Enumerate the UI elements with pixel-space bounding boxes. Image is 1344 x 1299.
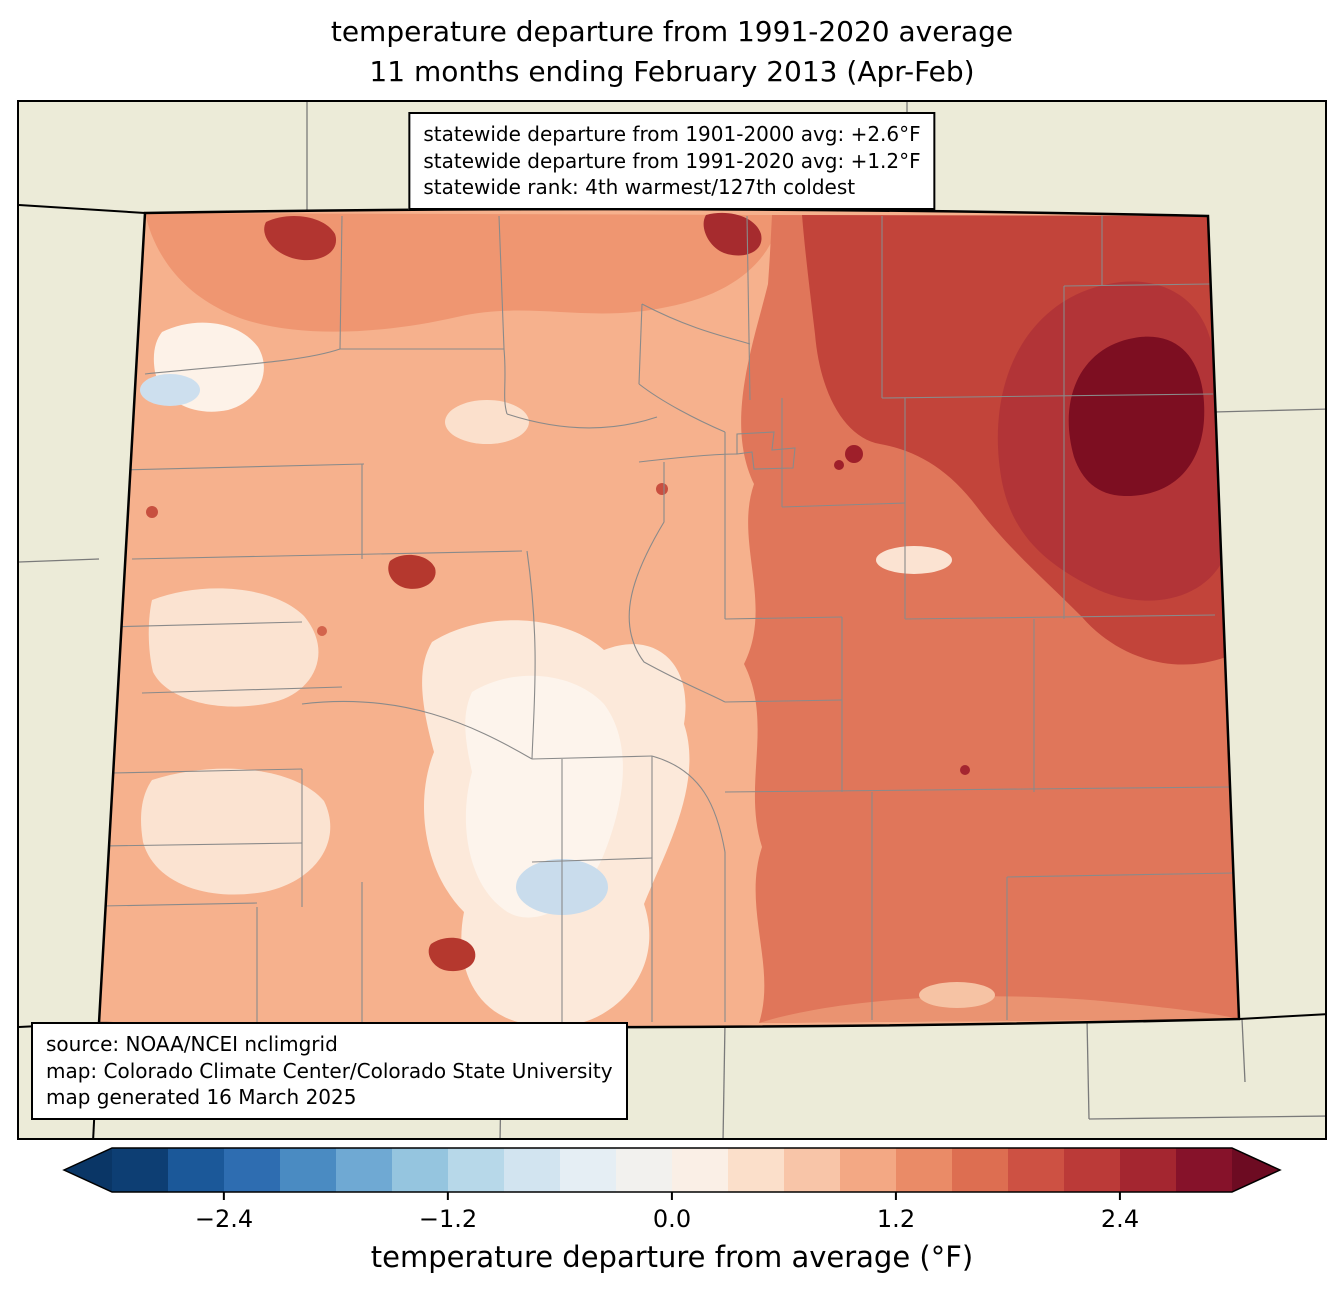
- colorado-map: [19, 102, 1325, 1138]
- contour-pale-east-spot: [876, 546, 952, 574]
- contour-pale-west-1: [148, 588, 319, 707]
- contour-pale-center: [445, 400, 529, 444]
- hotspot-small-1: [317, 626, 327, 636]
- hotspot-west-edge: [146, 506, 158, 518]
- colorbar-tick-label: −2.4: [195, 1192, 253, 1233]
- hotspot-north: [264, 215, 337, 261]
- hotspot-foothills: [656, 483, 668, 495]
- source-line-3: map generated 16 March 2025: [46, 1085, 357, 1110]
- stats-line-3: statewide rank: 4th warmest/127th coldes…: [423, 175, 856, 200]
- stats-line-2: statewide departure from 1991-2020 avg: …: [423, 148, 921, 173]
- contour-pale-bottom-spot: [919, 982, 995, 1008]
- colorbar-ticks: −2.4 −1.2 0.0 1.2 2.4: [112, 1192, 1232, 1238]
- contour-fills: [99, 209, 1239, 1028]
- source-attribution-box: source: NOAA/NCEI nclimgrid map: Colorad…: [31, 1022, 628, 1120]
- contour-palest-center-south: [465, 675, 623, 918]
- hotspot-southeast: [960, 765, 970, 775]
- contour-maroon-max: [1068, 336, 1205, 497]
- hotspot-denver-1: [845, 445, 863, 463]
- hotspot-central-west: [388, 554, 436, 589]
- county-boundaries: [101, 215, 1235, 1023]
- hotspot-southwest: [428, 937, 476, 972]
- map-axes: statewide departure from 1901-2000 avg: …: [17, 100, 1327, 1140]
- contour-coolspot-northwest: [140, 374, 200, 406]
- title-line-2: 11 months ending February 2013 (Apr-Feb): [369, 54, 975, 88]
- colorbar-tick-label: −1.2: [419, 1192, 477, 1233]
- statewide-stats-box: statewide departure from 1901-2000 avg: …: [408, 112, 936, 210]
- colorbar-axis-label: temperature departure from average (°F): [370, 1240, 974, 1274]
- contour-pale-west-2: [141, 768, 331, 895]
- contour-bottom-light: [759, 996, 1239, 1023]
- figure-title: temperature departure from 1991-2020 ave…: [0, 12, 1344, 92]
- colorbar-tick-label: 0.0: [653, 1192, 691, 1233]
- source-line-2: map: Colorado Climate Center/Colorado St…: [46, 1058, 613, 1083]
- title-line-1: temperature departure from 1991-2020 ave…: [330, 15, 1014, 48]
- colorbar-tick-label: 1.2: [877, 1192, 915, 1233]
- colorbar-tick-label: 2.4: [1101, 1192, 1139, 1233]
- stats-line-1: statewide departure from 1901-2000 avg: …: [423, 122, 921, 146]
- hotspot-denver-2: [834, 460, 844, 470]
- colorbar: [62, 1147, 1282, 1193]
- source-line-1: source: NOAA/NCEI nclimgrid: [46, 1032, 338, 1057]
